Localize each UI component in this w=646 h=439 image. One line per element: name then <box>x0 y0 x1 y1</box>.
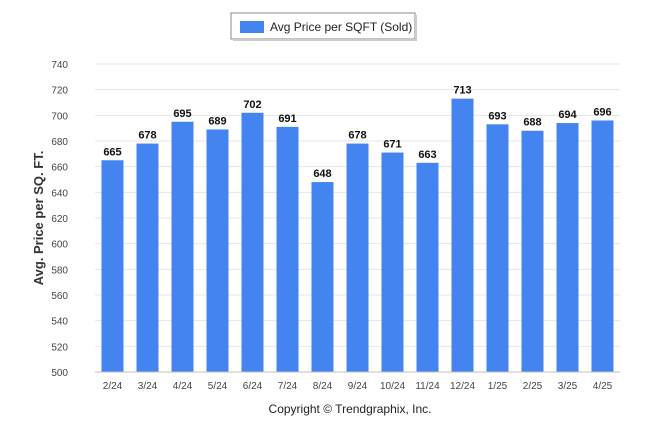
bar <box>416 162 439 372</box>
bar <box>346 143 369 372</box>
bar <box>381 152 404 372</box>
bar <box>136 143 159 372</box>
y-axis-ticks: 500 520 540 560 580 600 620 640 660 680 700 720 740 <box>51 60 68 379</box>
x-tick-label: 10/24 <box>380 381 405 392</box>
x-tick-label: 7/24 <box>278 381 298 392</box>
bar-value-label: 702 <box>243 99 261 111</box>
bar <box>101 160 124 372</box>
x-tick-label: 9/24 <box>348 381 368 392</box>
bar <box>311 182 334 372</box>
bar-value-label: 696 <box>593 106 611 118</box>
y-tick-label: 580 <box>51 265 68 276</box>
legend-swatch <box>240 21 264 33</box>
x-tick-label: 3/25 <box>558 381 578 392</box>
legend-box-shadow-bottom <box>233 39 417 41</box>
x-tick-label: 3/24 <box>138 381 158 392</box>
value-labels: 665 678 695 689 702 691 648 678 671 663 713 693 688 6… <box>103 85 611 180</box>
bar-value-label: 689 <box>208 115 226 127</box>
bar <box>171 121 194 372</box>
x-tick-label: 12/24 <box>450 381 475 392</box>
bar-value-label: 713 <box>453 85 471 97</box>
bar-value-label: 688 <box>523 117 541 129</box>
bar-value-label: 678 <box>138 130 156 142</box>
y-tick-label: 660 <box>51 163 68 174</box>
x-axis-ticks: 2/24 3/24 4/24 5/24 6/24 7/24 8/24 9/24 10/24 11/… <box>103 381 613 392</box>
bar <box>521 130 544 372</box>
x-tick-label: 2/24 <box>103 381 123 392</box>
y-tick-label: 560 <box>51 291 68 302</box>
y-tick-label: 740 <box>51 60 68 71</box>
y-tick-label: 700 <box>51 111 68 122</box>
y-tick-label: 540 <box>51 317 68 328</box>
bar <box>451 98 474 373</box>
bars <box>101 98 614 373</box>
y-tick-label: 720 <box>51 86 68 97</box>
bar <box>486 124 509 372</box>
bar-value-label: 671 <box>383 139 401 151</box>
bar <box>276 126 299 372</box>
y-tick-label: 640 <box>51 188 68 199</box>
y-tick-label: 620 <box>51 214 68 225</box>
bar-value-label: 678 <box>348 130 366 142</box>
x-tick-label: 4/24 <box>173 381 193 392</box>
bar-value-label: 695 <box>173 108 191 120</box>
bar-value-label: 694 <box>558 109 577 121</box>
legend: Avg Price per SQFT (Sold) <box>230 12 417 41</box>
y-tick-label: 680 <box>51 137 68 148</box>
y-tick-label: 500 <box>51 368 68 379</box>
bar <box>206 129 229 372</box>
x-tick-label: 4/25 <box>593 381 613 392</box>
x-tick-label: 5/24 <box>208 381 228 392</box>
bar-value-label: 663 <box>418 149 436 161</box>
legend-label: Avg Price per SQFT (Sold) <box>270 20 412 34</box>
bar-value-label: 665 <box>103 146 121 158</box>
x-tick-label: 6/24 <box>243 381 263 392</box>
bar-value-label: 693 <box>488 110 506 122</box>
bar <box>591 120 614 372</box>
x-tick-label: 8/24 <box>313 381 333 392</box>
footer-copyright: Copyright © Trendgraphix, Inc. <box>269 402 432 416</box>
y-axis-label: Avg. Price per SQ. FT. <box>31 151 46 286</box>
y-tick-label: 520 <box>51 342 68 353</box>
x-tick-label: 11/24 <box>415 381 440 392</box>
x-tick-label: 2/25 <box>523 381 543 392</box>
legend-box-shadow <box>415 15 417 41</box>
bar-value-label: 648 <box>313 168 331 180</box>
bar-value-label: 691 <box>278 113 296 125</box>
y-tick-label: 600 <box>51 240 68 251</box>
bar <box>556 123 579 373</box>
bar <box>241 112 264 373</box>
x-tick-label: 1/25 <box>488 381 508 392</box>
